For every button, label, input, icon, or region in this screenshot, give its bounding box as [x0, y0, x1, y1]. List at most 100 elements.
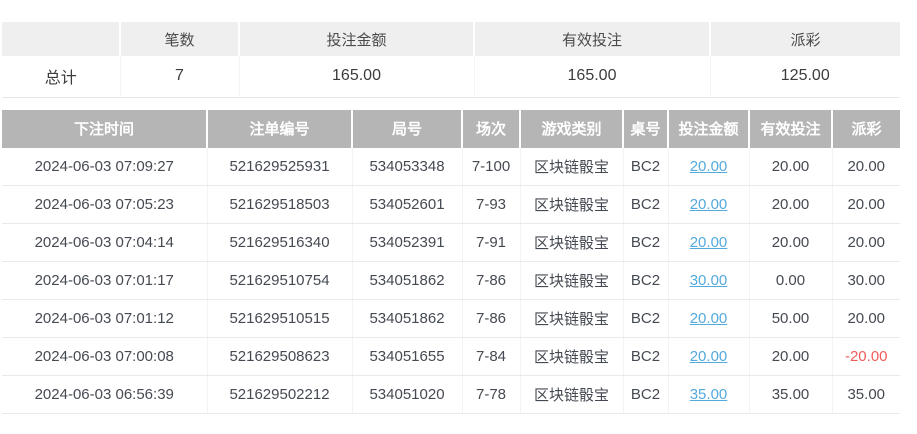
bets-col-round-no: 局号	[352, 109, 463, 148]
bet-valid-bet-cell: 50.00	[749, 299, 833, 338]
bet-game-type-cell: 区块链骰宝	[520, 147, 624, 186]
bet-amount-link[interactable]: 20.00	[689, 196, 728, 213]
bet-time-cell: 2024-06-03 07:09:27	[2, 147, 208, 186]
bet-valid-bet-cell: 20.00	[749, 147, 833, 186]
bet-amount-cell: 35.00	[668, 375, 750, 414]
summary-total-label: 总计	[2, 56, 121, 98]
bet-session-cell: 7-84	[462, 337, 521, 376]
bet-game-type-cell: 区块链骰宝	[520, 337, 624, 376]
bet-session-cell: 7-91	[462, 223, 521, 262]
bet-time-cell: 2024-06-03 07:05:23	[2, 185, 208, 224]
bet-amount-cell: 20.00	[668, 147, 750, 186]
summary-total-payout: 125.00	[710, 56, 900, 98]
bet-game-type-cell: 区块链骰宝	[520, 375, 624, 414]
bet-payout-cell: 20.00	[832, 223, 900, 262]
bet-payout-cell: -20.00	[832, 337, 900, 376]
bet-round-no-cell: 534052391	[352, 223, 463, 262]
bet-order-no-cell: 521629518503	[207, 185, 353, 224]
bet-row: 2024-06-03 07:05:23 521629518503 5340526…	[2, 185, 900, 224]
bet-round-no-cell: 534052601	[352, 185, 463, 224]
bets-col-session: 场次	[462, 109, 521, 148]
bet-amount-link[interactable]: 35.00	[689, 386, 728, 403]
summary-total-valid-bet: 165.00	[474, 56, 711, 98]
bet-row: 2024-06-03 07:01:17 521629510754 5340518…	[2, 261, 900, 300]
bet-table-no-cell: BC2	[623, 375, 669, 414]
bet-payout-cell: 20.00	[832, 147, 900, 186]
bet-row: 2024-06-03 07:04:14 521629516340 5340523…	[2, 223, 900, 262]
bet-amount-cell: 20.00	[668, 337, 750, 376]
summary-col-count: 笔数	[120, 22, 240, 56]
summary-col-bet-amount: 投注金额	[239, 22, 475, 56]
bet-session-cell: 7-78	[462, 375, 521, 414]
bet-game-type-cell: 区块链骰宝	[520, 261, 624, 300]
bet-amount-link[interactable]: 20.00	[689, 234, 728, 251]
bet-table-no-cell: BC2	[623, 337, 669, 376]
table-gap	[2, 98, 900, 110]
bet-payout-cell: 35.00	[832, 375, 900, 414]
bet-order-no-cell: 521629508623	[207, 337, 353, 376]
bet-valid-bet-cell: 35.00	[749, 375, 833, 414]
summary-table: 笔数 投注金额 有效投注 派彩 总计 7 165.00 165.00 125.0…	[2, 22, 900, 98]
summary-header-row: 笔数 投注金额 有效投注 派彩	[2, 22, 900, 56]
bet-game-type-cell: 区块链骰宝	[520, 185, 624, 224]
bet-row: 2024-06-03 07:01:12 521629510515 5340518…	[2, 299, 900, 338]
bet-time-cell: 2024-06-03 07:04:14	[2, 223, 208, 262]
bet-session-cell: 7-100	[462, 147, 521, 186]
bets-table-body: 2024-06-03 07:09:27 521629525931 5340533…	[2, 147, 900, 414]
summary-col-blank	[2, 22, 121, 56]
bet-row: 2024-06-03 06:56:39 521629502212 5340510…	[2, 375, 900, 414]
bet-order-no-cell: 521629502212	[207, 375, 353, 414]
bet-session-cell: 7-86	[462, 261, 521, 300]
bet-amount-cell: 30.00	[668, 261, 750, 300]
bet-round-no-cell: 534053348	[352, 147, 463, 186]
bets-col-game-type: 游戏类别	[520, 109, 624, 148]
bet-valid-bet-cell: 20.00	[749, 223, 833, 262]
bet-round-no-cell: 534051862	[352, 299, 463, 338]
bet-amount-cell: 20.00	[668, 223, 750, 262]
bet-game-type-cell: 区块链骰宝	[520, 223, 624, 262]
bet-amount-link[interactable]: 20.00	[689, 310, 728, 327]
bet-payout-cell: 20.00	[832, 185, 900, 224]
bet-time-cell: 2024-06-03 07:00:08	[2, 337, 208, 376]
bet-payout-cell: 20.00	[832, 299, 900, 338]
bet-time-cell: 2024-06-03 07:01:17	[2, 261, 208, 300]
bet-amount-cell: 20.00	[668, 185, 750, 224]
bet-time-cell: 2024-06-03 06:56:39	[2, 375, 208, 414]
bet-amount-link[interactable]: 20.00	[689, 157, 728, 175]
bet-session-cell: 7-86	[462, 299, 521, 338]
summary-col-valid-bet: 有效投注	[474, 22, 711, 56]
bet-round-no-cell: 534051862	[352, 261, 463, 300]
bet-table-no-cell: BC2	[623, 185, 669, 224]
bet-time-cell: 2024-06-03 07:01:12	[2, 299, 208, 338]
bet-row: 2024-06-03 07:00:08 521629508623 5340516…	[2, 337, 900, 376]
bet-amount-cell: 20.00	[668, 299, 750, 338]
bet-table-no-cell: BC2	[623, 223, 669, 262]
summary-total-count: 7	[120, 56, 240, 98]
summary-total-row: 总计 7 165.00 165.00 125.00	[2, 56, 900, 98]
bet-valid-bet-cell: 20.00	[749, 185, 833, 224]
bet-amount-link[interactable]: 20.00	[689, 348, 728, 365]
bets-col-payout: 派彩	[832, 109, 900, 148]
bet-game-type-cell: 区块链骰宝	[520, 299, 624, 338]
bet-order-no-cell: 521629525931	[207, 147, 353, 186]
bets-col-valid-bet: 有效投注	[749, 109, 833, 148]
bet-table-no-cell: BC2	[623, 299, 669, 338]
bet-session-cell: 7-93	[462, 185, 521, 224]
bet-amount-link[interactable]: 30.00	[689, 272, 728, 289]
bet-row: 2024-06-03 07:09:27 521629525931 5340533…	[2, 147, 900, 186]
bet-round-no-cell: 534051020	[352, 375, 463, 414]
bets-col-time: 下注时间	[2, 109, 208, 148]
bets-col-order-no: 注单编号	[207, 109, 353, 148]
bet-order-no-cell: 521629516340	[207, 223, 353, 262]
summary-col-payout: 派彩	[710, 22, 900, 56]
bet-order-no-cell: 521629510515	[207, 299, 353, 338]
bet-valid-bet-cell: 0.00	[749, 261, 833, 300]
bet-payout-cell: 30.00	[832, 261, 900, 300]
bets-header-row: 下注时间 注单编号 局号 场次 游戏类别 桌号 投注金额 有效投注 派彩	[2, 109, 900, 148]
bets-table: 下注时间 注单编号 局号 场次 游戏类别 桌号 投注金额 有效投注 派彩 202…	[2, 109, 900, 414]
bets-col-bet-amount: 投注金额	[668, 109, 750, 148]
bet-round-no-cell: 534051655	[352, 337, 463, 376]
bet-table-no-cell: BC2	[623, 261, 669, 300]
bet-table-no-cell: BC2	[623, 147, 669, 186]
